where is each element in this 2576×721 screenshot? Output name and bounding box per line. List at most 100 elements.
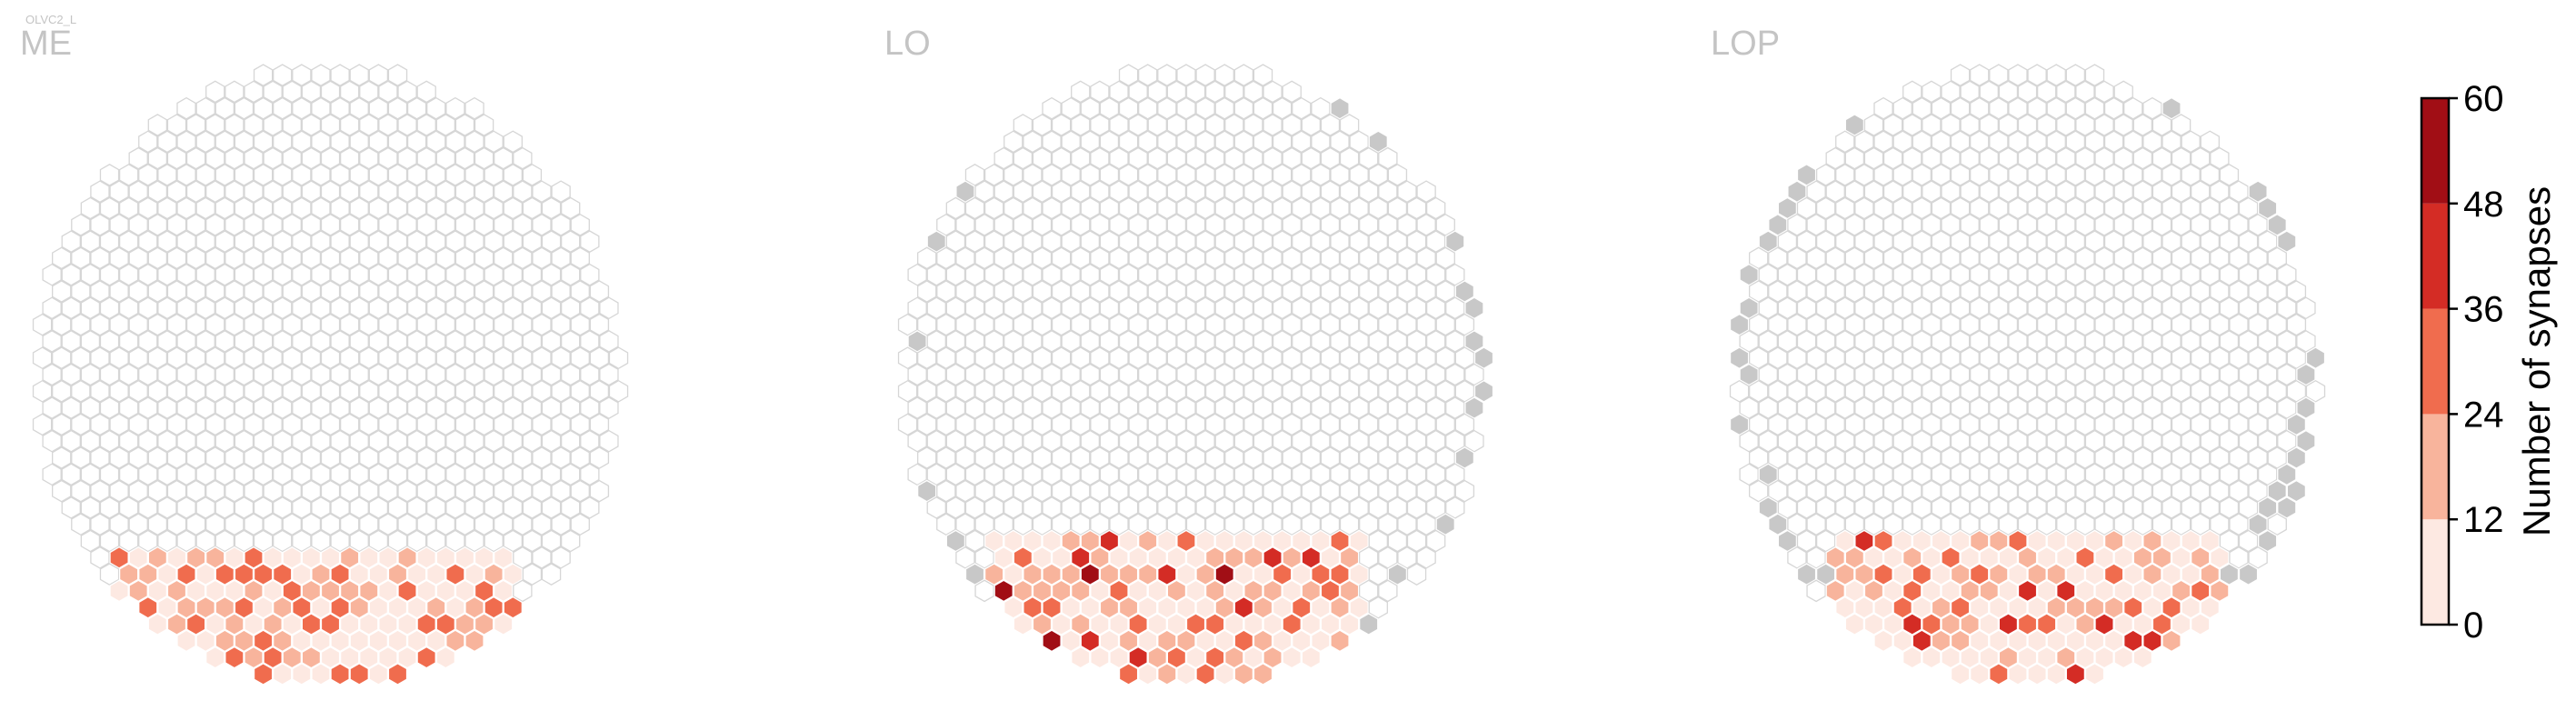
hex-cell-bin-0 xyxy=(1147,546,1167,569)
hex-cell-bin-1 xyxy=(1931,596,1952,619)
hex-cell-empty xyxy=(339,413,360,436)
hex-cell-empty xyxy=(1739,429,1759,453)
hex-cell-empty xyxy=(1301,313,1322,336)
hex-cell-empty xyxy=(1263,146,1283,170)
hex-cell-bin-0 xyxy=(1090,613,1110,636)
hex-cell-empty xyxy=(2056,346,2076,370)
hex-cell-empty xyxy=(1176,429,1196,453)
hex-cell-empty xyxy=(1071,280,1091,303)
hex-cell-bin-1 xyxy=(1301,579,1322,603)
hex-cell-empty xyxy=(320,413,341,436)
hex-cell-empty xyxy=(397,379,417,403)
hex-cell-empty xyxy=(2075,146,2095,170)
hex-cell-empty xyxy=(2027,396,2047,419)
hex-cell-empty xyxy=(99,330,120,353)
hex-cell-empty xyxy=(349,164,369,186)
hex-cell-empty xyxy=(2046,296,2066,320)
hex-cell-bin-0 xyxy=(983,529,1004,553)
hex-cell-empty xyxy=(2065,396,2086,419)
hex-cell-empty xyxy=(1051,213,1072,236)
hex-cell-empty xyxy=(484,130,504,154)
hex-cell-bin-1 xyxy=(445,629,465,653)
hex-cell-empty xyxy=(2200,330,2220,353)
hex-cell-empty xyxy=(1998,146,2019,170)
hex-cell-empty xyxy=(128,479,148,503)
hex-cell-empty xyxy=(522,363,543,386)
hex-cell-empty xyxy=(1931,296,1952,320)
hex-cell-empty xyxy=(1061,463,1081,486)
hex-cell-empty xyxy=(1825,513,1845,536)
hex-cell-empty xyxy=(1233,463,1254,486)
hex-cell-empty xyxy=(1003,164,1023,186)
hex-cell-empty xyxy=(368,96,389,120)
hex-cell-empty xyxy=(503,429,523,453)
hex-cell-empty xyxy=(532,180,552,204)
hex-cell-empty xyxy=(2210,146,2230,170)
hex-cell-empty xyxy=(1138,130,1158,154)
hex-cell-empty xyxy=(1882,513,1903,536)
hex-cell-bin-2 xyxy=(1185,613,1206,636)
hex-cell-empty xyxy=(301,180,322,204)
hex-cell-bin-1 xyxy=(1970,529,1990,553)
hex-cell-empty xyxy=(387,330,408,353)
hex-cell-empty xyxy=(166,213,187,236)
hex-cell-empty xyxy=(2171,413,2192,436)
hex-cell-empty xyxy=(234,496,255,519)
hex-cell-empty xyxy=(551,180,571,204)
hex-cell-empty xyxy=(541,296,562,320)
hex-cell-empty xyxy=(1806,180,1826,204)
hex-cell-empty xyxy=(599,396,619,419)
hex-cell-empty xyxy=(2065,330,2086,353)
hex-cell-empty xyxy=(320,280,341,303)
hex-cell-empty xyxy=(522,263,543,286)
hex-cell-empty xyxy=(234,230,255,253)
hex-cell-bin-1 xyxy=(1330,629,1350,653)
hex-cell-empty xyxy=(494,313,514,336)
hex-cell-empty xyxy=(945,463,966,486)
hex-cell-empty xyxy=(1970,196,1990,220)
hex-cell-empty xyxy=(80,463,101,486)
hex-cell-bin-1 xyxy=(273,596,293,619)
hex-cell-empty xyxy=(2181,429,2201,453)
hex-cell-empty xyxy=(1368,596,1388,619)
hex-cell-nodata xyxy=(1387,563,1408,586)
hex-cell-empty xyxy=(176,263,196,286)
hex-cell-empty xyxy=(263,80,283,104)
hex-cell-empty xyxy=(2075,313,2095,336)
hex-cell-empty xyxy=(1941,80,1961,104)
hex-cell-empty xyxy=(378,114,398,136)
hex-cell-empty xyxy=(1835,164,1855,186)
hex-cell-empty xyxy=(138,496,158,519)
hex-cell-empty xyxy=(2267,446,2287,469)
hex-cell-empty xyxy=(1349,296,1369,320)
hex-cell-empty xyxy=(1301,513,1322,536)
hex-cell-bin-0 xyxy=(1844,579,1865,603)
hex-cell-empty xyxy=(80,429,101,453)
hex-cell-empty xyxy=(2084,463,2105,486)
hex-cell-empty xyxy=(2113,413,2133,436)
hex-cell-empty xyxy=(936,479,956,503)
hex-cell-empty xyxy=(1825,379,1845,403)
hex-cell-bin-0 xyxy=(2084,563,2105,586)
hex-cell-bin-1 xyxy=(484,563,504,586)
hex-cell-empty xyxy=(1166,346,1187,370)
hex-cell-empty xyxy=(147,114,168,136)
hex-cell-empty xyxy=(2210,246,2230,270)
hex-cell-empty xyxy=(1960,80,1980,104)
hex-cell-nodata xyxy=(1777,196,1798,220)
hex-cell-empty xyxy=(52,346,72,370)
hex-cell-empty xyxy=(2238,496,2259,519)
hex-cell-empty xyxy=(503,363,523,386)
hex-cell-empty xyxy=(1960,446,1980,469)
hex-cell-empty xyxy=(42,396,62,419)
hex-cell-empty xyxy=(195,396,215,419)
hex-cell-empty xyxy=(1204,280,1225,303)
hex-cell-empty xyxy=(1863,180,1884,204)
hex-cell-empty xyxy=(1806,346,1826,370)
hex-cell-empty xyxy=(474,446,494,469)
hex-cell-empty xyxy=(32,413,53,436)
hex-cell-bin-1 xyxy=(176,596,196,619)
hex-cell-empty xyxy=(80,529,101,553)
hex-cell-empty xyxy=(416,213,436,236)
